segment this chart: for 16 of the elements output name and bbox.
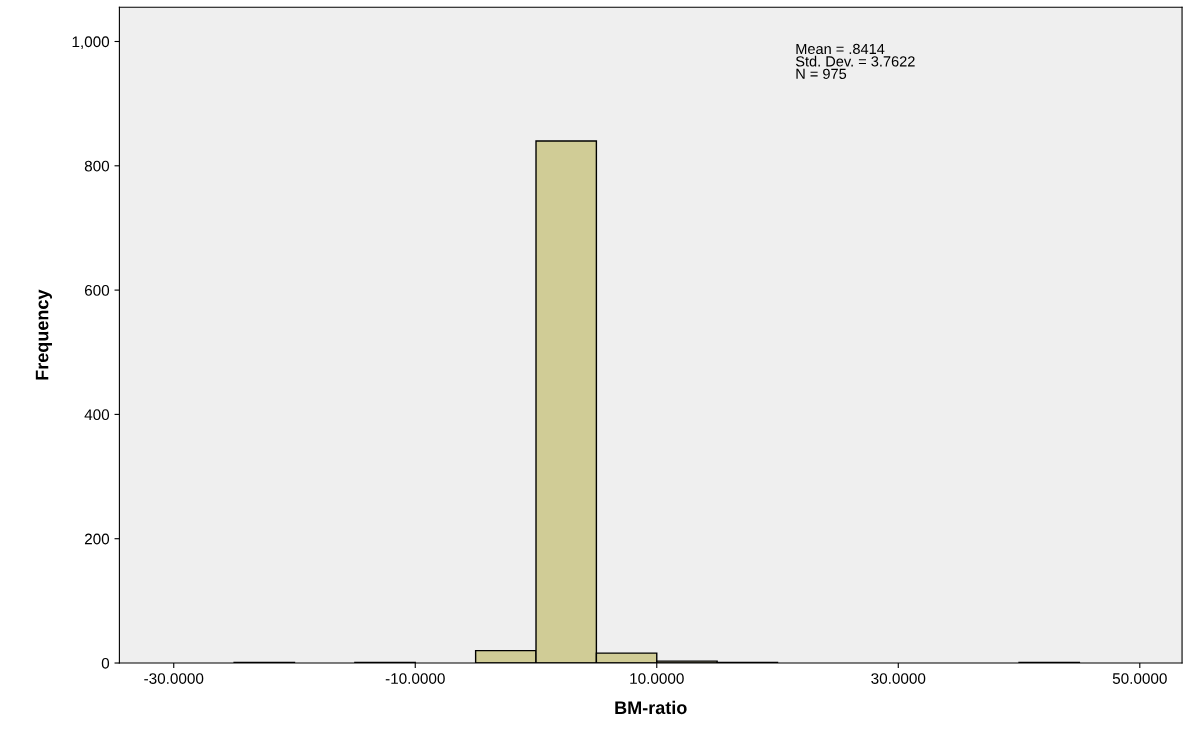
x-tick-label: 10.0000: [630, 673, 684, 684]
annotation: Mean = .8414: [796, 43, 885, 55]
y-tick-label: 600: [84, 284, 110, 296]
x-tick-label: 50.0000: [1112, 673, 1167, 684]
y-tick-label: 200: [84, 533, 110, 545]
y-tick-label: 400: [84, 409, 110, 421]
annotation: N = 975: [796, 68, 847, 79]
annotation: Std. Dev. = 3.7622: [795, 55, 915, 67]
x-tick-label: -10.0000: [385, 673, 445, 684]
y-axis-title: Frequency: [35, 289, 53, 380]
x-tick-label: -30.0000: [144, 673, 204, 684]
x-tick-label: 30.0000: [871, 673, 926, 684]
x-axis-title: BM-ratio: [615, 700, 687, 715]
y-tick-label: 1,000: [72, 36, 110, 49]
y-tick-label: 0: [101, 657, 110, 669]
y-tick-label: 800: [84, 160, 110, 172]
